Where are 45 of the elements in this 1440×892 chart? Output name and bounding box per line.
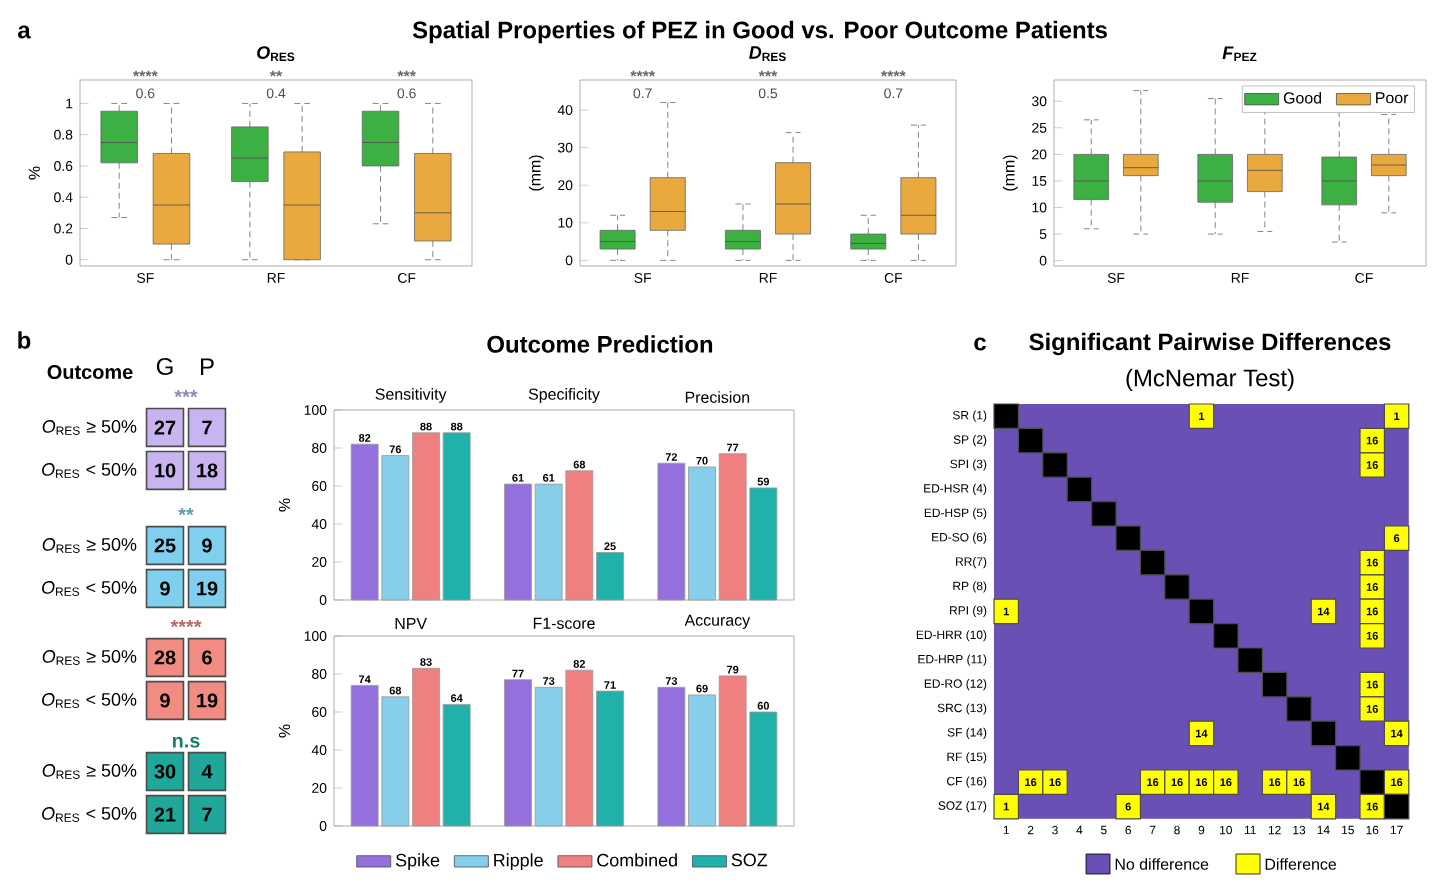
data-label: 27	[154, 420, 176, 435]
chart-title: O$_{RES}$	[257, 46, 295, 61]
y-tick-label: O$_{RES}$ ≥ 50%	[42, 538, 137, 553]
text: c	[974, 337, 986, 351]
y-tick-label: O$_{RES}$ < 50%	[42, 693, 137, 708]
legend-label: Spike	[395, 853, 440, 871]
chart-subtitle: D$_{RES}$	[749, 46, 786, 62]
data-label: 18	[197, 463, 218, 478]
x-tick-label: G	[156, 358, 173, 375]
legend-label: Combined	[597, 853, 677, 867]
data-label: 21	[154, 807, 176, 822]
chart-title: F$_{PEZ}$	[1222, 46, 1257, 61]
chart-title: Outcome Prediction	[487, 335, 713, 353]
data-label: 10	[155, 463, 176, 478]
data-label: 4	[201, 764, 213, 779]
text: ****	[170, 619, 202, 628]
y-tick-label: O$_{RES}$ < 50%	[42, 463, 137, 478]
text: b	[18, 331, 31, 349]
text: n.s	[172, 736, 200, 748]
x-tick-label: P	[200, 358, 214, 375]
text: a	[18, 25, 31, 39]
data-label: 19	[197, 693, 218, 708]
data-label: 7	[202, 420, 212, 435]
data-label: 25	[154, 538, 176, 553]
legend-label: Ripple	[494, 853, 543, 871]
data-label: 28	[154, 650, 176, 665]
data-label: 7	[202, 807, 212, 822]
chart-title: Significant Pairwise Differences	[1029, 332, 1391, 356]
y-tick-label: O$_{RES}$ ≥ 50%	[42, 650, 137, 665]
text: **	[178, 507, 194, 516]
data-label: 19	[197, 581, 218, 596]
y-tick-label: O$_{RES}$ ≥ 50%	[42, 420, 137, 435]
text: ***	[174, 389, 198, 398]
y-tick-label: O$_{RES}$ ≥ 50%	[42, 764, 137, 779]
chart-subtitle: (McNemar Test)	[1126, 368, 1294, 392]
chart-title: Outcome	[47, 364, 133, 380]
data-label: 9	[202, 538, 212, 553]
y-tick-label: O$_{RES}$ < 50%	[42, 807, 137, 822]
legend-label: SOZ	[731, 853, 768, 867]
data-label: 6	[202, 650, 212, 665]
chart-title: Spatial Properties of PEZ in Good vs. Poor Outcome Patients	[412, 20, 1107, 44]
data-label: 30	[154, 764, 176, 779]
y-tick-label: O$_{RES}$ < 50%	[42, 581, 137, 596]
data-label: 9	[160, 693, 170, 708]
data-label: 9	[160, 581, 170, 596]
